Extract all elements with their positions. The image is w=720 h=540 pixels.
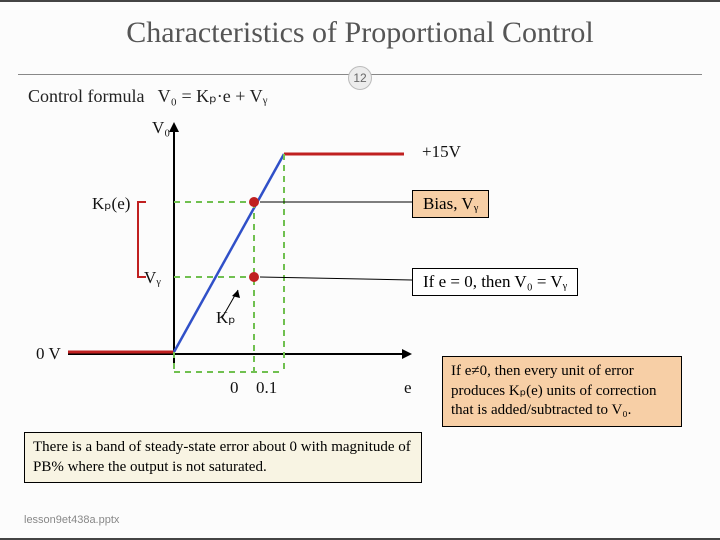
plus15v-label: +15V [422, 142, 461, 162]
vb-label: Vᵧ [144, 268, 161, 288]
xtick-01: 0.1 [256, 378, 277, 398]
ife0-box: If e = 0, then V₀ = Vᵧ [412, 268, 578, 296]
control-formula: Control formula V₀ = Kₚ·e + Vᵧ [28, 86, 267, 107]
zero-v-label: 0 V [36, 344, 61, 364]
bias-box: Bias, Vᵧ [412, 190, 489, 218]
kp-label: Kₚ [216, 308, 236, 328]
y-axis-label: V₀ [152, 118, 170, 138]
xtick-0: 0 [230, 378, 239, 398]
footer-filename: lesson9et438a.pptx [24, 514, 119, 526]
page-title: Characteristics of Proportional Control [0, 2, 720, 60]
chart-area: V₀ +15V Kₚ(e) Vᵧ 0 V Kₚ 0 0.1 e Bias, Vᵧ… [24, 122, 696, 432]
kpe-label: Kₚ(e) [92, 194, 130, 214]
explain-box: If e≠0, then every unit of error produce… [442, 356, 682, 427]
formula-text: V₀ = Kₚ·e + Vᵧ [158, 86, 268, 106]
formula-label: Control formula [28, 86, 144, 106]
x-axis-label: e [404, 378, 412, 398]
divider-line: 12 [18, 66, 702, 82]
slide-number: 12 [348, 66, 372, 90]
pb-note-box: There is a band of steady-state error ab… [24, 432, 422, 483]
